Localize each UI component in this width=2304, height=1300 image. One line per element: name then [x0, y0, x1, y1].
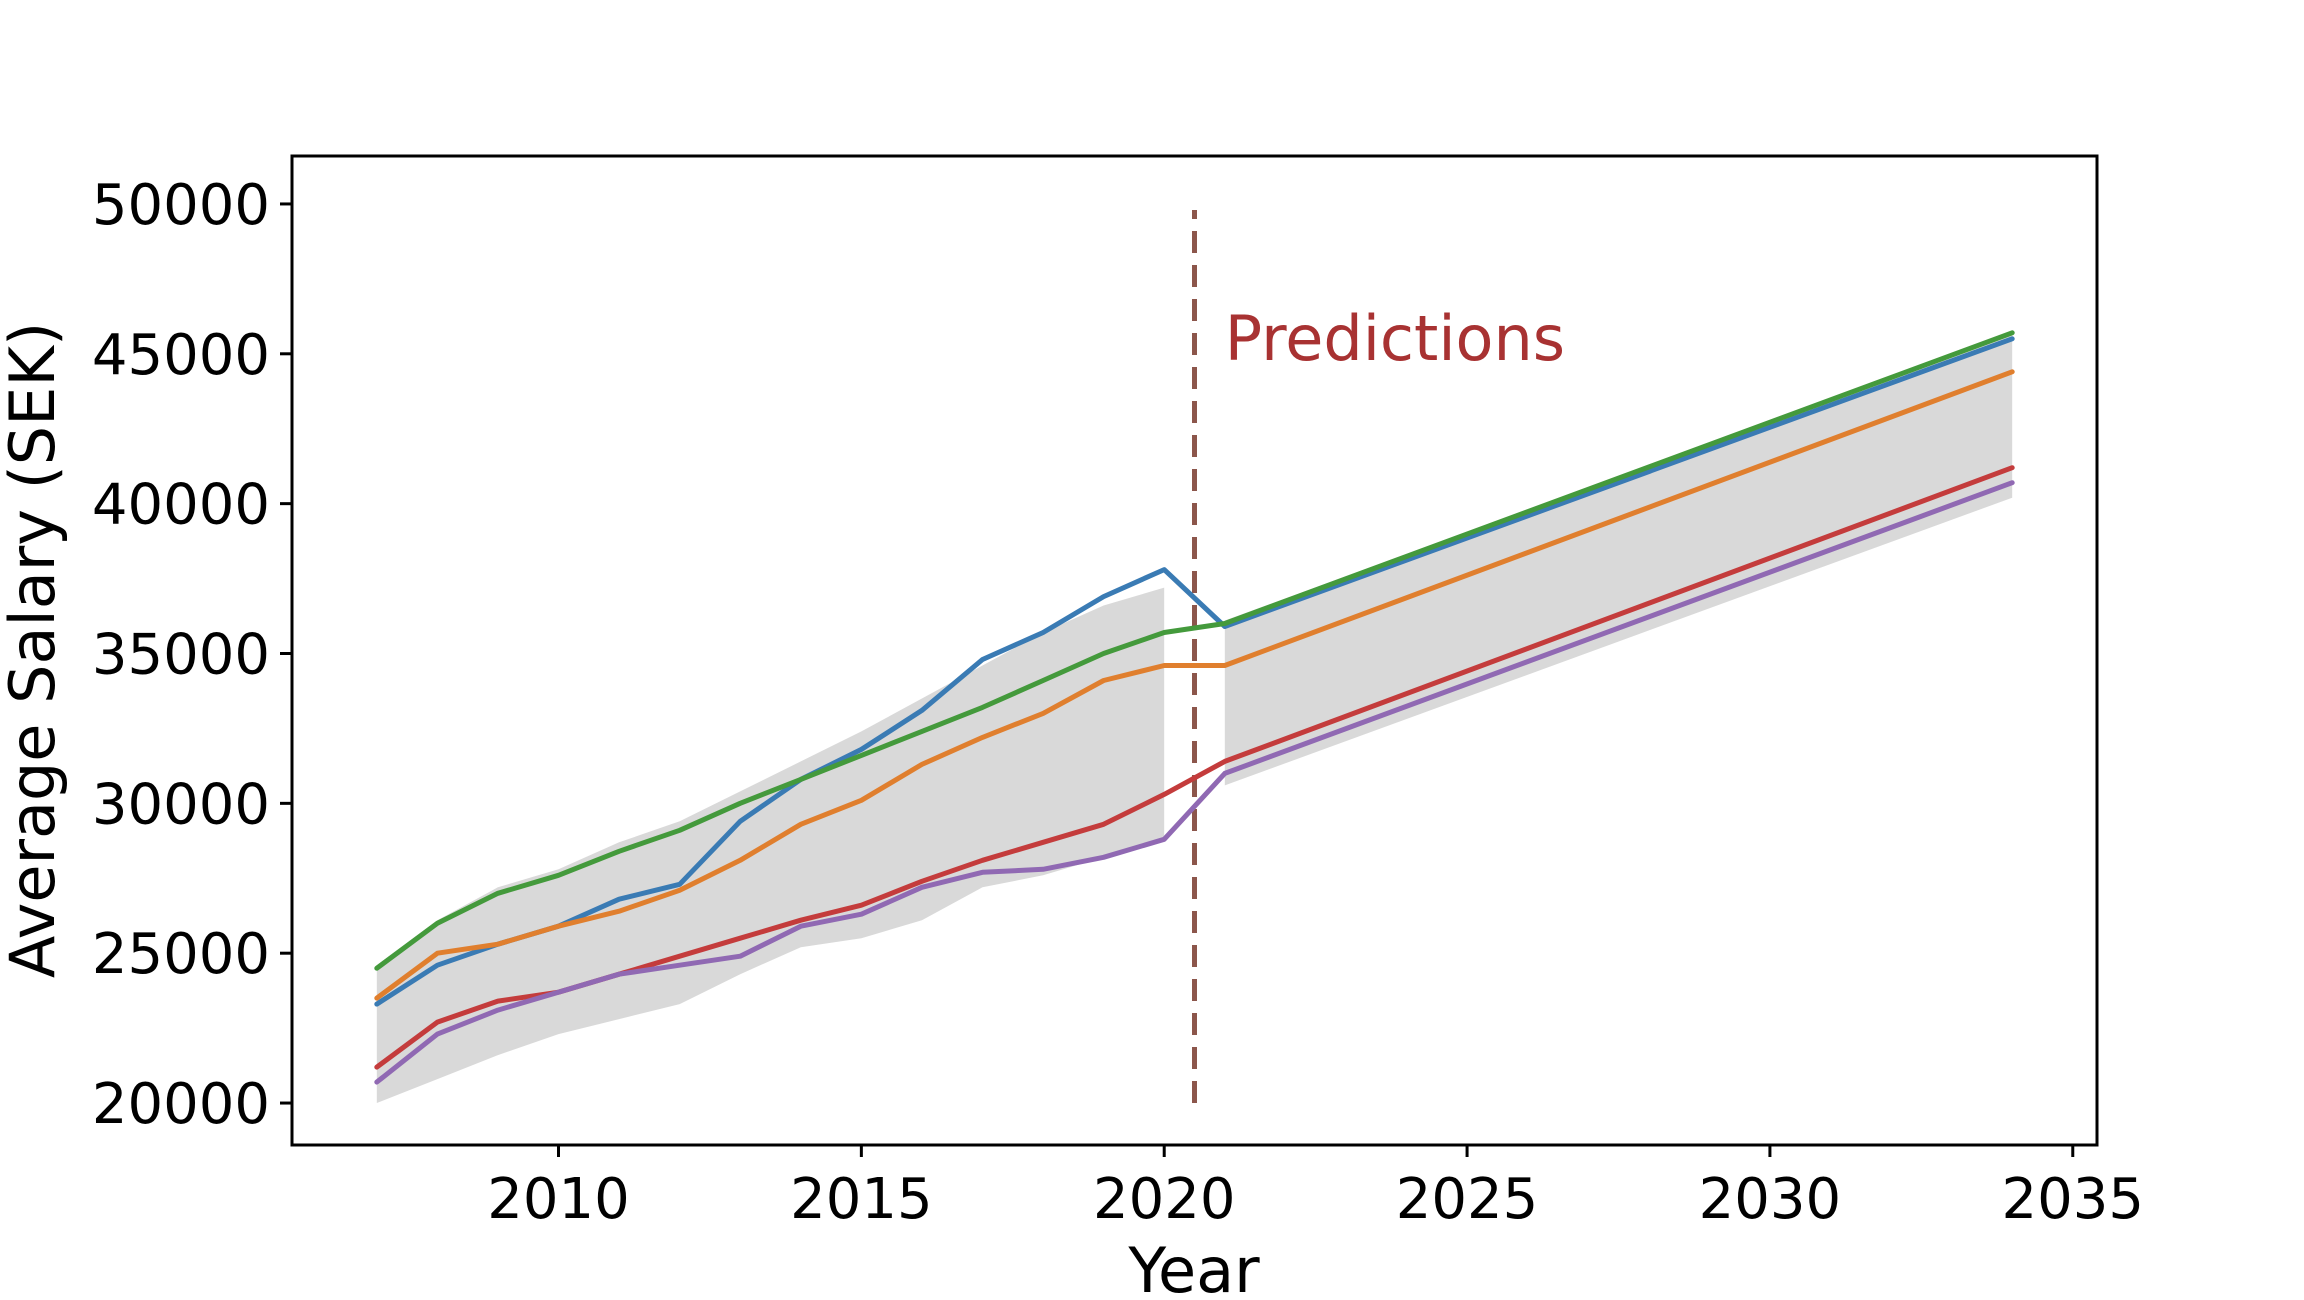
- y-tick-label: 50000: [92, 173, 270, 238]
- y-tick-label: 30000: [92, 772, 270, 837]
- predictions-annotation: Predictions: [1225, 302, 1565, 375]
- x-tick-label: 2020: [1093, 1167, 1236, 1232]
- band-historical: [376, 587, 1165, 1103]
- series-line-4: [374, 465, 2015, 1070]
- x-tick-label: 2035: [2002, 1167, 2145, 1232]
- x-tick-label: 2025: [1396, 1167, 1539, 1232]
- y-axis-ticks: 20000 25000 30000 35000 40000 45000 50000: [92, 173, 292, 1137]
- series-line-2: [374, 369, 2015, 1001]
- y-tick-label: 25000: [92, 922, 270, 987]
- plot-frame: [290, 154, 2099, 1147]
- x-tick-label: 2015: [790, 1167, 933, 1232]
- y-tick-label: 40000: [92, 473, 270, 538]
- x-axis-label: Year: [1127, 1234, 1260, 1296]
- x-tick-label: 2010: [487, 1167, 630, 1232]
- y-axis-label: Average Salary (SEK): [0, 322, 69, 978]
- y-tick-label: 20000: [92, 1072, 270, 1137]
- x-axis-ticks: 2010 2015 2020 2025 2030 2035: [487, 1145, 2144, 1232]
- series-line-3: [374, 330, 2015, 971]
- x-tick-label: 2030: [1699, 1167, 1842, 1232]
- series-line-5: [374, 480, 2015, 1085]
- y-tick-label: 35000: [92, 622, 270, 687]
- series-layer: [374, 330, 2015, 1085]
- y-tick-label: 45000: [92, 323, 270, 388]
